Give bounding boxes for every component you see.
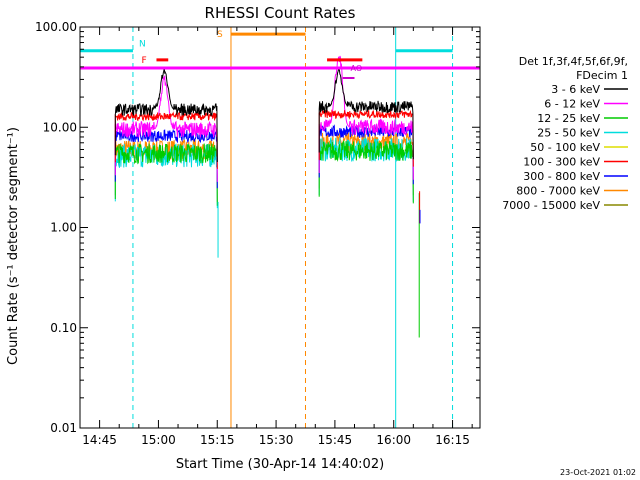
legend: Det 1f,3f,4f,5f,6f,9f,FDecim 13 - 6 keV 6… (502, 55, 628, 212)
legend-entry-label: 50 - 100 keV (530, 141, 600, 154)
x-axis-label: Start Time (30-Apr-14 14:40:02) (176, 457, 384, 472)
saa-label: S (217, 30, 223, 40)
y-tick-label: 0.10 (50, 321, 77, 335)
x-tick-label: 16:15 (435, 433, 470, 447)
x-tick-label: 15:30 (259, 433, 294, 447)
chart-title: RHESSI Count Rates (205, 4, 356, 22)
series-3-6-kev (318, 66, 414, 160)
legend-entry-label: 3 - 6 keV (551, 83, 600, 96)
legend-entry-label: 300 - 800 keV (523, 170, 600, 183)
flare-label: F (141, 56, 146, 66)
x-tick-label: 15:15 (200, 433, 235, 447)
y-axis-label: Count Rate (s⁻¹ detector segment⁻¹) (6, 127, 21, 365)
legend-entry-label: 6 - 12 keV (544, 98, 600, 111)
night-label: N (139, 40, 146, 50)
legend-entry-label: 25 - 50 keV (537, 127, 600, 140)
legend-entry-label: 12 - 25 keV (537, 112, 600, 125)
attenuator-label: AO (351, 64, 363, 73)
y-tick-label: 0.01 (50, 421, 77, 435)
series-6-12-kev (318, 55, 414, 180)
series-12-25-kev (114, 143, 218, 206)
legend-entry-label: 100 - 300 keV (523, 156, 600, 169)
legend-header: Det 1f,3f,4f,5f,6f,9f, (519, 55, 628, 68)
legend-header: FDecim 1 (576, 69, 628, 82)
series-6-12-kev (114, 75, 218, 182)
y-tick-label: 10.00 (43, 120, 77, 134)
x-tick-label: 14:45 (82, 433, 117, 447)
series-300-800-kev (114, 128, 218, 189)
x-tick-label: 16:00 (376, 433, 411, 447)
series-100-300-kev (114, 111, 218, 169)
legend-entry-label: 7000 - 15000 keV (502, 199, 600, 212)
y-tick-label: 100.00 (35, 20, 77, 34)
data-layer (80, 27, 480, 428)
y-tick-label: 1.00 (50, 221, 77, 235)
series-100-300-kev (318, 108, 414, 167)
plot-area: NF S AO 0.01 0.10 1.00 10.00 100.00 14:45 15:00 15… (35, 20, 481, 447)
x-tick-label: 15:45 (318, 433, 353, 447)
series-12-25-kev (318, 140, 414, 204)
plot-frame (79, 26, 481, 429)
series-3-6-kev (114, 66, 218, 163)
footer-timestamp: 23-Oct-2021 01:02 (560, 468, 636, 477)
legend-entry-label: 800 - 7000 keV (516, 185, 600, 198)
x-tick-label: 15:00 (141, 433, 176, 447)
